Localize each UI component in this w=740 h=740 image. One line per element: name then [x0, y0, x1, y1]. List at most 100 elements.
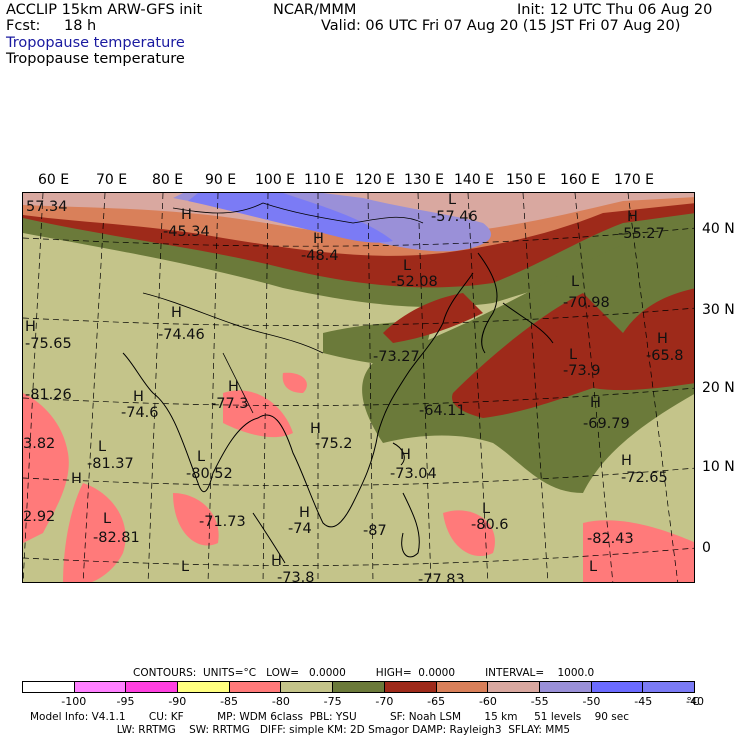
colorbar-swatch	[228, 682, 281, 692]
map-label: -64.11	[419, 403, 466, 419]
colorbar-label: -80	[271, 695, 290, 708]
graticule	[23, 193, 694, 582]
lon-label: 140 E	[454, 172, 495, 188]
colorbar-label: -55	[530, 695, 549, 708]
map-label: L	[181, 559, 189, 575]
colorbar-label: -60	[478, 695, 497, 708]
colorbar-swatch	[642, 682, 694, 692]
fcst-value: 18 h	[64, 18, 97, 34]
borders	[142, 202, 424, 414]
field-title-secondary: Tropopause temperature	[6, 51, 185, 67]
map-label: H	[171, 305, 182, 321]
map-label: L	[571, 274, 579, 290]
tropopause-temperature-map: 57.34 H -45.34 H -48.4 L -57.46 H -55.27…	[23, 193, 694, 583]
colorbar-swatch	[73, 682, 126, 692]
lon-label: 170 E	[614, 172, 655, 188]
colorbar-swatch	[177, 682, 229, 692]
map-label: -48.4	[301, 248, 339, 264]
map-label: -74.46	[158, 327, 205, 343]
map-label: L	[98, 439, 106, 455]
lon-label: 130 E	[404, 172, 445, 188]
lat-label: 0	[702, 540, 711, 556]
map-label: L	[589, 559, 597, 575]
map-label: H	[133, 389, 144, 405]
colorbar-swatch	[280, 682, 333, 692]
field-pink-southwest	[63, 483, 126, 582]
lon-label: 70 E	[96, 172, 128, 188]
map-label: -77.83	[418, 572, 465, 583]
map-label: L	[482, 501, 490, 517]
colorbar	[22, 681, 695, 693]
map-label: H	[299, 505, 310, 521]
map-label: -80.6	[471, 517, 509, 533]
lon-label: 60 E	[38, 172, 70, 188]
map-label: -57.46	[431, 209, 478, 225]
map-label: -73.27	[373, 349, 420, 365]
map-label: -72.65	[621, 470, 668, 486]
map-label: -71.73	[199, 514, 246, 530]
field-pink-southeast	[583, 520, 694, 582]
model-info-line1: Model Info: V4.1.1 CU: KF MP: WDM 6class…	[30, 711, 630, 723]
field-pink-bay	[173, 493, 219, 546]
map-label: H	[400, 447, 411, 463]
lon-label: 100 E	[255, 172, 296, 188]
model-title: ACCLIP 15km ARW-GFS init	[6, 2, 203, 18]
map-label: -70.98	[563, 295, 610, 311]
map-label: H	[621, 453, 632, 469]
lon-label: 80 E	[152, 172, 184, 188]
center-label: NCAR/MMM	[273, 2, 357, 18]
annotations: 57.34 H -45.34 H -48.4 L -57.46 H -55.27…	[23, 193, 684, 583]
fcst-label: Fcst:	[6, 18, 41, 34]
lat-label: 40 N	[702, 221, 735, 237]
map-panel: 57.34 H -45.34 H -48.4 L -57.46 H -55.27…	[22, 192, 695, 583]
colorbar-swatch	[487, 682, 539, 692]
colorbar-label: -85	[220, 695, 239, 708]
lat-label: 20 N	[702, 380, 735, 396]
map-label: -74.6	[121, 405, 159, 421]
map-label: H	[181, 207, 192, 223]
map-label: -81.37	[87, 456, 134, 472]
init-time: Init: 12 UTC Thu 06 Aug 20	[517, 2, 713, 18]
field-dark-red-east	[452, 288, 694, 418]
colorbar-label: -100	[61, 695, 87, 708]
map-label: -73.04	[390, 466, 437, 482]
map-label: L	[403, 258, 411, 274]
colorbar-swatch	[538, 682, 591, 692]
field-pink-west	[23, 393, 69, 543]
lon-label: 150 E	[506, 172, 547, 188]
map-label: 57.34	[26, 199, 68, 215]
field-pink-philippines	[443, 510, 495, 557]
map-label: H	[310, 421, 321, 437]
map-label: -73.9	[563, 363, 601, 379]
map-label: -77.3	[211, 396, 249, 412]
map-label: -80.52	[186, 466, 233, 482]
map-label: L	[448, 193, 456, 208]
map-label: -75.65	[25, 336, 72, 352]
lon-label: 120 E	[355, 172, 396, 188]
lon-label: 90 E	[205, 172, 237, 188]
map-label: H	[71, 471, 82, 487]
coastlines	[122, 252, 554, 564]
map-label: H	[657, 331, 668, 347]
map-label: -45.34	[163, 224, 210, 240]
map-label: L	[569, 347, 577, 363]
map-label: H	[25, 319, 36, 335]
map-label: -65.8	[646, 348, 684, 364]
field-pink-patch	[282, 372, 307, 393]
map-label: -52.08	[391, 274, 438, 290]
model-info-line2: LW: RRTMG SW: RRTMG DIFF: simple KM: 2D …	[30, 724, 571, 736]
map-label: -73.8	[277, 570, 315, 583]
map-label: 3.82	[23, 436, 55, 452]
colorbar-label: -90	[168, 695, 187, 708]
colorbar-label: -40	[686, 695, 704, 708]
colorbar-swatch	[590, 682, 643, 692]
colorbar-swatch	[332, 682, 384, 692]
map-label: -69.79	[583, 416, 630, 432]
contours-info: CONTOURS: UNITS=°C LOW= 0.0000 HIGH= 0.0…	[133, 667, 595, 679]
colorbar-label: -65	[427, 695, 446, 708]
map-label: H	[228, 379, 239, 395]
map-label: -74	[288, 521, 312, 537]
map-label: H	[271, 553, 282, 569]
map-label: H	[590, 395, 601, 411]
map-label: L	[197, 449, 205, 465]
